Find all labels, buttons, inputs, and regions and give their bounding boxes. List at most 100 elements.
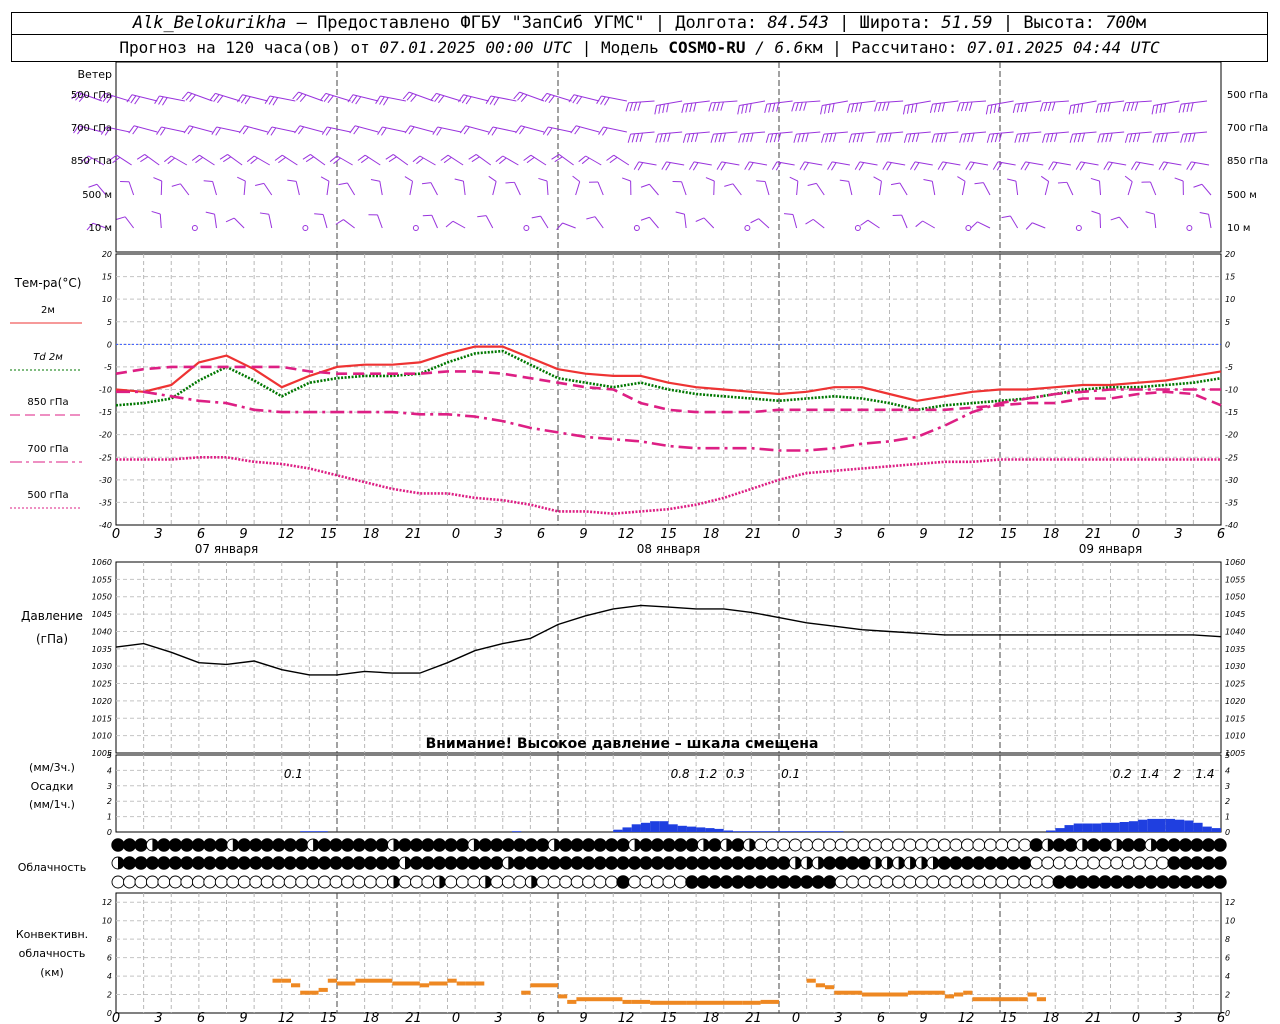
wind-barb-feather bbox=[640, 216, 650, 221]
wind-barb-feather bbox=[741, 104, 744, 114]
wind-barb bbox=[376, 214, 383, 229]
cloud-symbol-overcast bbox=[490, 856, 504, 870]
model-name: COSMO-RU bbox=[668, 38, 746, 57]
wind-barb-feather bbox=[292, 91, 299, 100]
cloud-symbol-overcast bbox=[685, 838, 699, 852]
wind-barb-feather bbox=[705, 177, 715, 182]
cloud-symbol-overcast bbox=[478, 856, 492, 870]
cloud-symbol-clear bbox=[995, 875, 1009, 889]
cloud-symbol-partial-fill bbox=[1116, 839, 1123, 851]
cloud-symbol-overcast bbox=[742, 856, 757, 870]
precip-bar bbox=[1092, 823, 1102, 832]
wind-barb-feather bbox=[860, 219, 869, 226]
conv-cloud-bar bbox=[530, 983, 558, 988]
wind-barb-feather bbox=[716, 102, 720, 112]
y-tick-label: 4 bbox=[107, 972, 112, 981]
pressure-line bbox=[115, 604, 1222, 676]
wind-barb-feather bbox=[1048, 161, 1054, 170]
wind-barb-feather bbox=[663, 133, 667, 143]
cloud-symbol-overcast bbox=[1167, 856, 1181, 870]
wind-barb bbox=[693, 161, 712, 166]
cloud-symbol-clear bbox=[501, 875, 515, 889]
temp-title: Тем-ра(°C) bbox=[14, 276, 82, 290]
wind-barb-feather bbox=[878, 102, 882, 112]
wind-barb-feather bbox=[956, 102, 961, 112]
wind-barb bbox=[215, 92, 241, 102]
cloud-symbol-overcast bbox=[662, 838, 676, 852]
cloud-symbol-overcast bbox=[1213, 856, 1227, 870]
cloud-symbol-overcast bbox=[180, 838, 194, 852]
wind-barb-feather bbox=[640, 183, 650, 188]
cloud-symbol-overcast bbox=[1029, 838, 1044, 852]
calm-wind-circle bbox=[412, 225, 419, 231]
precip-bar bbox=[309, 831, 319, 832]
wind-barb-feather bbox=[213, 94, 220, 102]
wind-barb-feather bbox=[540, 93, 548, 101]
wind-barb-feather bbox=[914, 103, 918, 113]
wind-barb bbox=[597, 181, 604, 196]
wind-barb bbox=[492, 181, 497, 196]
wind-barb-feather bbox=[410, 94, 417, 102]
wind-barb bbox=[242, 94, 268, 102]
y-tick-label-right: 2 bbox=[1225, 991, 1230, 1000]
wind-barb-feather bbox=[404, 176, 413, 182]
cloud-symbol-overcast bbox=[570, 838, 584, 852]
cloud-symbol-clear bbox=[926, 875, 940, 889]
x-tick-label: 12 bbox=[278, 527, 295, 542]
pressure-title: Давление bbox=[21, 609, 83, 623]
cloud-symbol-clear bbox=[1156, 856, 1170, 870]
conv-cloud-bar bbox=[954, 992, 964, 997]
wind-barb-feather bbox=[749, 103, 752, 113]
wind-barb-feather bbox=[890, 182, 901, 186]
y-tick-label: 0 bbox=[107, 340, 112, 349]
cloud-symbol-overcast bbox=[823, 856, 837, 870]
temp-legend-label: 700 гПа bbox=[27, 444, 68, 455]
cloud-symbol-overcast bbox=[317, 838, 332, 852]
wind-barb bbox=[575, 125, 600, 133]
wind-barb-feather bbox=[631, 133, 636, 143]
wind-barb-feather bbox=[604, 97, 610, 106]
wind-barb-feather bbox=[756, 180, 766, 183]
cloud-symbol-overcast bbox=[421, 856, 435, 870]
wind-barb-feather bbox=[538, 177, 548, 182]
cloud-symbol-partial-fill bbox=[898, 857, 905, 869]
cloud-symbol-overcast bbox=[157, 856, 171, 870]
wind-barb-feather bbox=[240, 95, 247, 104]
wind-barb-feather bbox=[1026, 132, 1030, 142]
wind-barb-feather bbox=[487, 126, 494, 135]
wind-barb bbox=[530, 154, 547, 166]
y-tick-label: -20 bbox=[99, 431, 112, 440]
cloud-symbol-clear bbox=[892, 875, 906, 889]
conv-cloud-bar bbox=[1018, 997, 1028, 1002]
wind-barb bbox=[749, 161, 768, 166]
precip-bar bbox=[668, 824, 678, 832]
cloud-symbol-overcast bbox=[1132, 875, 1147, 889]
wind-barb-feather bbox=[1110, 216, 1120, 221]
wind-barb-feather bbox=[264, 95, 271, 104]
y-tick-label-right: -5 bbox=[1225, 363, 1233, 372]
wind-barbs bbox=[71, 91, 1212, 231]
cloud-symbol-overcast bbox=[237, 856, 252, 870]
conv-cloud-bar bbox=[281, 978, 291, 983]
cloud-symbol-clear bbox=[513, 875, 527, 889]
precip-bar bbox=[1101, 822, 1111, 832]
wind-barb bbox=[960, 100, 987, 104]
x-tick-label: 12 bbox=[958, 527, 975, 542]
cloud-symbol-clear bbox=[375, 875, 389, 889]
cloud-symbol-overcast bbox=[593, 838, 607, 852]
wind-barb-feather bbox=[718, 133, 722, 143]
wind-barb-feather bbox=[1001, 215, 1011, 219]
wind-barb-feather bbox=[75, 93, 82, 101]
y-tick-label: 15 bbox=[102, 273, 112, 282]
cloud-symbol-overcast bbox=[1064, 875, 1078, 889]
wind-barb bbox=[776, 161, 795, 166]
cloud-symbol-overcast bbox=[455, 838, 470, 852]
wind-barb bbox=[322, 214, 328, 229]
x-tick-label-bottom: 3 bbox=[494, 1011, 502, 1024]
wind-barb-feather bbox=[990, 133, 995, 143]
wind-barb bbox=[792, 214, 798, 229]
wind-barb bbox=[764, 181, 770, 196]
wind-barb-feather bbox=[116, 216, 126, 220]
y-tick-label: -15 bbox=[99, 408, 112, 417]
wind-barb-feather bbox=[621, 177, 631, 182]
